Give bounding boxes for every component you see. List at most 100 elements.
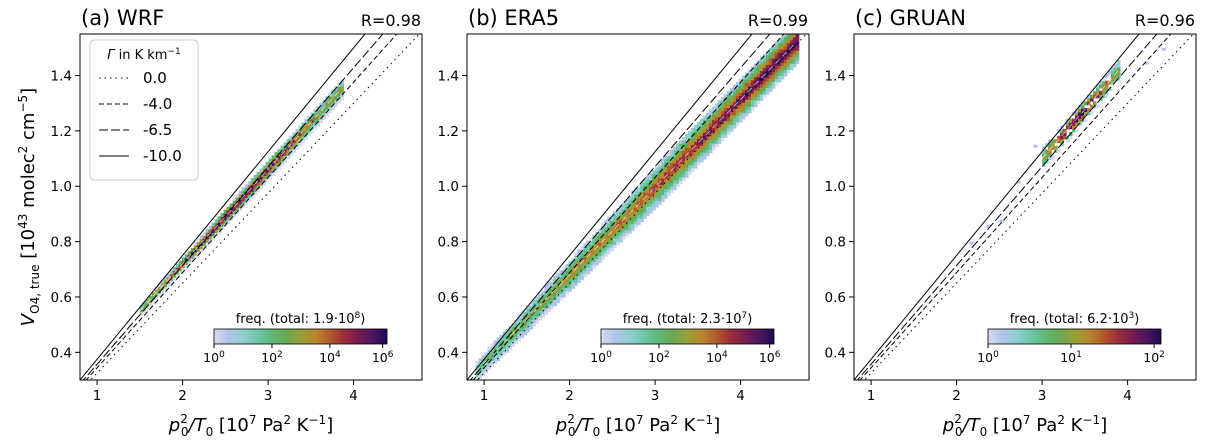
density-cell	[700, 145, 704, 150]
density-cell	[610, 240, 614, 245]
density-cell	[709, 126, 713, 130]
density-cell	[634, 204, 638, 208]
density-cell	[265, 172, 270, 176]
density-cell	[682, 140, 686, 145]
density-cell	[634, 194, 638, 198]
density-cell	[520, 330, 524, 335]
density-cell	[762, 87, 767, 92]
density-cell	[337, 82, 341, 87]
density-cell	[670, 185, 674, 190]
density-cell	[184, 264, 189, 269]
density-cell	[652, 173, 656, 178]
density-cell	[178, 270, 183, 275]
density-cell	[1051, 156, 1055, 160]
density-cell	[310, 115, 314, 120]
density-cell	[529, 322, 533, 327]
density-cell	[765, 77, 770, 82]
density-cell	[726, 124, 731, 129]
density-cell	[307, 129, 311, 134]
density-cell	[625, 226, 629, 230]
density-cell	[682, 177, 686, 181]
density-cell	[613, 234, 617, 239]
density-cell	[586, 263, 590, 268]
density-cell	[667, 185, 671, 190]
density-cell	[559, 276, 563, 281]
density-cell	[250, 181, 255, 186]
density-cell	[735, 101, 740, 106]
density-cell	[217, 226, 222, 230]
density-cell	[616, 218, 620, 223]
density-cell	[717, 126, 722, 131]
density-cell	[753, 66, 758, 71]
density-cell	[673, 146, 677, 151]
density-cell	[1116, 73, 1121, 78]
density-cell	[577, 259, 581, 264]
density-cell	[756, 90, 761, 95]
density-cell	[732, 114, 737, 119]
density-cell	[732, 124, 737, 129]
density-cell	[589, 237, 593, 242]
density-cell	[712, 113, 716, 117]
reference-line-longdash	[856, 34, 1158, 380]
density-cell	[786, 34, 791, 37]
density-cell	[744, 82, 749, 87]
density-cell	[553, 302, 557, 307]
density-cell	[664, 195, 668, 199]
density-cell	[787, 30, 791, 34]
density-cell	[211, 225, 216, 230]
density-cell	[532, 322, 536, 327]
density-cell	[1045, 152, 1049, 157]
density-cell	[484, 365, 489, 370]
density-cell	[529, 325, 533, 330]
density-cell	[688, 131, 692, 135]
y-tick-label: 0.4	[438, 345, 459, 361]
density-cell	[652, 203, 656, 208]
density-cell	[220, 219, 225, 224]
density-cell	[706, 149, 710, 153]
density-cell	[535, 309, 539, 314]
density-cell	[700, 132, 704, 136]
density-cell	[574, 278, 578, 283]
density-cell	[550, 295, 554, 300]
density-cell	[274, 152, 279, 156]
colorbar-tick-label: 106	[372, 350, 394, 365]
density-cell	[676, 146, 680, 151]
density-cell	[595, 261, 599, 266]
density-cell	[607, 250, 611, 254]
density-cell	[475, 371, 480, 375]
density-cell	[571, 281, 575, 286]
density-cell	[493, 360, 498, 365]
density-cell	[744, 109, 749, 113]
density-cell	[619, 225, 623, 230]
density-cell	[592, 264, 596, 269]
density-cell	[565, 290, 569, 295]
density-cell	[694, 158, 698, 162]
density-cell	[768, 54, 773, 59]
density-cell	[307, 115, 311, 120]
reference-line-longdash	[469, 34, 771, 380]
density-cell	[756, 83, 761, 88]
density-cell	[271, 162, 276, 166]
density-cell	[732, 91, 737, 96]
density-cell	[268, 175, 273, 180]
density-cell	[720, 103, 725, 108]
density-cell	[750, 106, 755, 111]
density-cell	[265, 168, 270, 173]
density-cell	[712, 142, 716, 147]
density-cell	[583, 246, 587, 251]
density-cell	[601, 232, 605, 237]
density-cell	[792, 43, 797, 48]
density-cell	[720, 107, 725, 111]
density-cell	[652, 206, 656, 211]
density-cell	[580, 272, 584, 277]
density-cell	[1110, 73, 1115, 78]
density-cell	[726, 91, 731, 95]
density-cell	[786, 49, 791, 54]
density-cell	[604, 226, 608, 231]
density-cell	[777, 48, 782, 53]
density-cell	[717, 110, 722, 115]
density-cell	[565, 280, 569, 285]
density-cell	[634, 214, 638, 218]
density-cell	[643, 212, 647, 216]
density-cell	[646, 179, 650, 184]
